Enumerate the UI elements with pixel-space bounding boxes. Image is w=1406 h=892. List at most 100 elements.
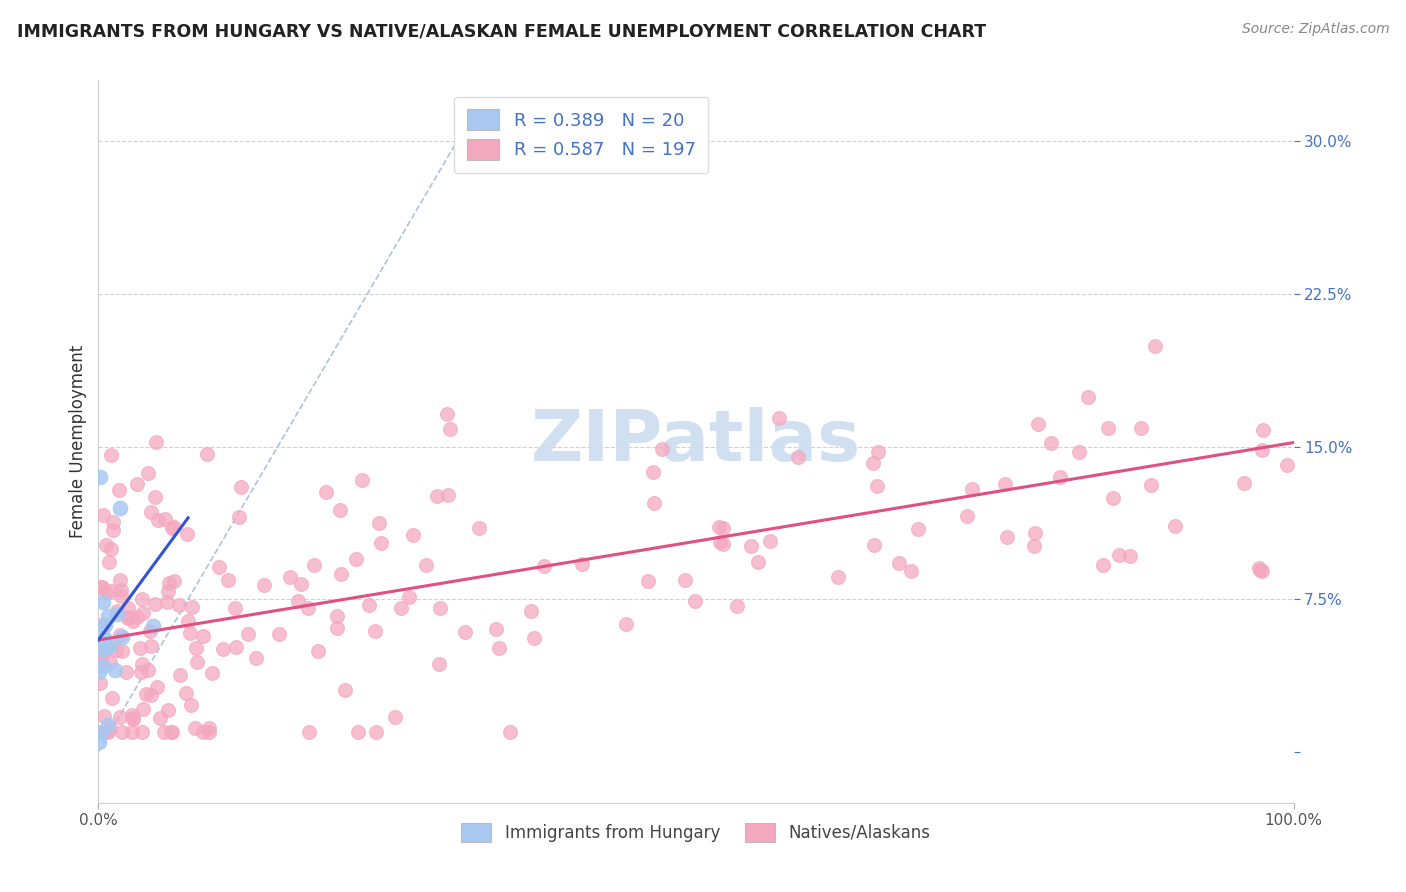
Point — [89, 676, 111, 690]
Point — [1022, 540, 1045, 554]
Point — [110, 589, 132, 603]
Point — [1101, 491, 1123, 505]
Point — [197, 721, 219, 735]
Point — [280, 569, 302, 583]
Point — [197, 724, 219, 739]
Point — [787, 450, 810, 464]
Point — [1144, 339, 1167, 353]
Point — [139, 624, 162, 639]
Point — [108, 573, 131, 587]
Point — [290, 577, 312, 591]
Point — [131, 724, 153, 739]
Point — [97, 640, 120, 654]
Point — [184, 721, 207, 735]
Point — [131, 657, 153, 672]
Point — [907, 522, 929, 536]
Point — [1091, 558, 1114, 573]
Point — [329, 566, 352, 581]
Point — [160, 724, 183, 739]
Point — [533, 558, 555, 573]
Point — [93, 631, 115, 645]
Point — [614, 616, 637, 631]
Point — [122, 712, 145, 726]
Point — [91, 642, 114, 657]
Point — [402, 528, 425, 542]
Point — [1026, 417, 1049, 431]
Point — [326, 609, 349, 624]
Point — [468, 521, 491, 535]
Point — [994, 476, 1017, 491]
Point — [1040, 436, 1063, 450]
Text: Source: ZipAtlas.com: Source: ZipAtlas.com — [1241, 22, 1389, 37]
Point — [436, 407, 458, 421]
Point — [89, 618, 111, 632]
Point — [100, 584, 122, 599]
Point — [98, 722, 121, 736]
Point — [384, 710, 406, 724]
Point — [180, 698, 202, 712]
Point — [101, 515, 124, 529]
Point — [136, 663, 159, 677]
Point — [141, 688, 163, 702]
Point — [1247, 561, 1270, 575]
Point — [149, 711, 172, 725]
Point — [110, 582, 132, 597]
Point — [101, 691, 124, 706]
Point — [429, 600, 451, 615]
Point — [94, 724, 117, 739]
Point — [115, 665, 138, 679]
Point — [108, 710, 131, 724]
Point — [98, 655, 121, 669]
Point — [725, 599, 748, 613]
Point — [350, 473, 373, 487]
Point — [97, 609, 120, 624]
Point — [370, 535, 392, 549]
Point — [179, 626, 201, 640]
Point — [143, 490, 166, 504]
Text: ZIPatlas: ZIPatlas — [531, 407, 860, 476]
Point — [93, 644, 115, 658]
Point — [195, 447, 218, 461]
Point — [211, 642, 233, 657]
Point — [485, 622, 508, 636]
Point — [955, 509, 977, 524]
Point — [1251, 423, 1274, 437]
Point — [89, 724, 111, 739]
Point — [122, 711, 145, 725]
Point — [131, 665, 153, 679]
Point — [862, 538, 884, 552]
Point — [571, 557, 593, 571]
Point — [364, 724, 387, 739]
Point — [100, 541, 122, 556]
Point — [155, 595, 177, 609]
Point — [307, 644, 329, 658]
Point — [96, 640, 118, 655]
Point — [108, 483, 131, 497]
Point — [145, 434, 167, 449]
Point — [1119, 549, 1142, 563]
Point — [287, 593, 309, 607]
Point — [427, 657, 450, 671]
Point — [89, 470, 111, 484]
Point — [347, 724, 370, 739]
Point — [225, 640, 247, 654]
Point — [157, 576, 180, 591]
Point — [121, 724, 143, 739]
Point — [439, 422, 461, 436]
Point — [97, 724, 120, 739]
Point — [224, 601, 246, 615]
Point — [156, 703, 179, 717]
Point — [96, 585, 118, 599]
Point — [108, 628, 131, 642]
Point — [1277, 458, 1299, 473]
Point — [367, 516, 389, 530]
Point — [304, 558, 326, 573]
Point — [768, 411, 790, 425]
Point — [163, 520, 186, 534]
Point — [1049, 470, 1071, 484]
Point — [122, 614, 145, 628]
Point — [162, 521, 184, 535]
Point — [1097, 421, 1119, 435]
Point — [89, 648, 111, 662]
Point — [117, 600, 139, 615]
